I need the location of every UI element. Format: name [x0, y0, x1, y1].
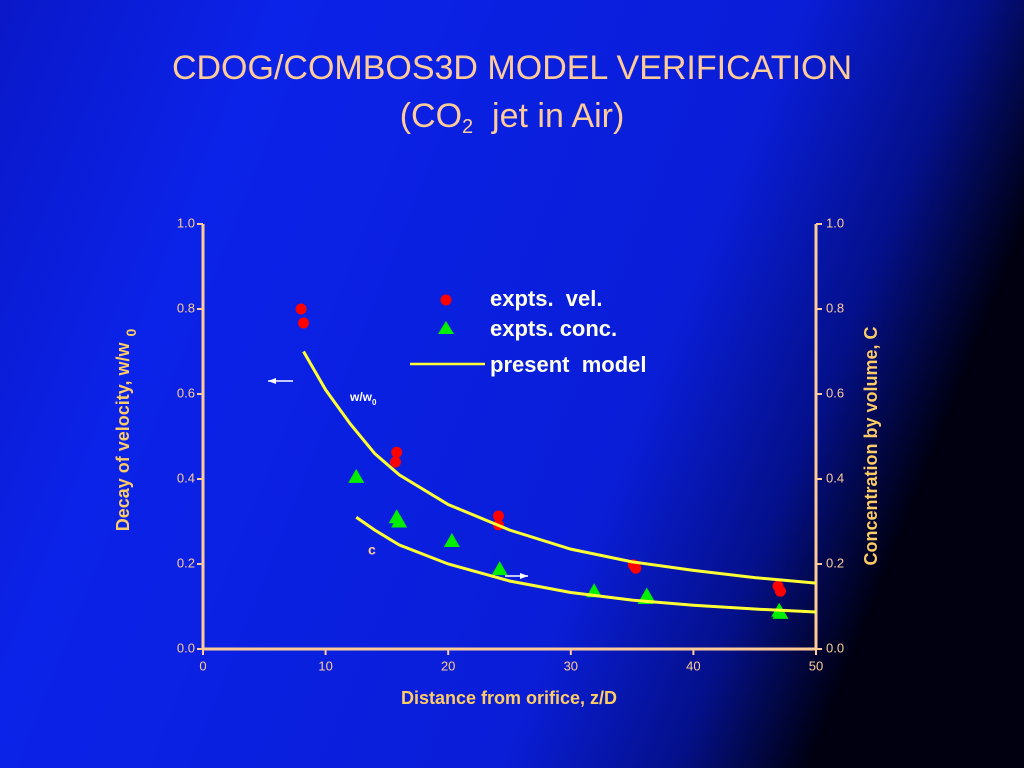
legend-label: expts. vel.	[490, 286, 603, 311]
y-tick-label: 0.4	[177, 470, 195, 485]
point	[391, 513, 408, 528]
x-tick-label: 0	[199, 658, 206, 673]
y2-tick-label: 0.2	[826, 555, 844, 570]
y-label-part: Decay of velocity, w/w	[113, 342, 133, 532]
subtitle-subscript: 2	[462, 116, 473, 138]
arrow-head	[520, 573, 528, 579]
point	[492, 510, 504, 522]
point	[772, 604, 789, 619]
x-tick-label: 10	[318, 658, 332, 673]
y2-tick-label: 0.4	[826, 470, 844, 485]
point	[774, 585, 786, 597]
point	[630, 562, 642, 574]
subtitle-part: (CO	[400, 97, 462, 135]
plot	[201, 224, 818, 651]
x-axis-label: Distance from orifice, z/D	[401, 688, 617, 708]
y2-tick-label: 0.8	[826, 300, 844, 315]
legend-label: present model	[490, 352, 646, 377]
arrow	[268, 378, 293, 384]
point	[391, 446, 403, 458]
model-curve	[302, 350, 817, 585]
x-tick-label: 50	[809, 658, 823, 673]
annotation-part: w/w	[349, 390, 373, 404]
y-tick-label: 0.8	[177, 300, 195, 315]
point	[295, 303, 307, 315]
y-axis-label: Decay of velocity, w/w 0	[113, 329, 139, 532]
y-tick-label: 0.0	[177, 640, 195, 655]
subtitle-part: jet in Air)	[473, 97, 624, 135]
arrow-head	[268, 378, 276, 384]
y2-axis-label: Concentration by volume, C	[861, 326, 881, 565]
y-tick-label: 1.0	[177, 215, 195, 230]
annotation: w/w0	[349, 390, 377, 407]
legend-swatch	[440, 294, 452, 306]
title: CDOG/COMBOS3D MODEL VERIFICATION	[172, 49, 852, 87]
model-curve	[355, 516, 817, 614]
x-tick-label: 30	[564, 658, 578, 673]
y2-tick-label: 0.0	[826, 640, 844, 655]
point	[298, 317, 310, 329]
legend-swatch	[438, 321, 454, 334]
x-tick-label: 40	[686, 658, 700, 673]
arrow	[505, 573, 528, 579]
y-tick-label: 0.6	[177, 385, 195, 400]
point	[389, 456, 401, 468]
y-label-subscript: 0	[123, 329, 139, 337]
point	[638, 587, 655, 602]
point	[348, 468, 365, 483]
y-tick-label: 0.2	[177, 555, 195, 570]
subtitle: (CO2 jet in Air)	[400, 97, 625, 138]
y2-tick-label: 0.6	[826, 385, 844, 400]
point	[443, 533, 460, 548]
point	[491, 561, 508, 576]
annotation-subscript: 0	[372, 398, 377, 407]
x-tick-label: 20	[441, 658, 455, 673]
annotation: c	[368, 542, 376, 558]
y2-tick-label: 1.0	[826, 215, 844, 230]
legend-label: expts. conc.	[490, 316, 617, 341]
